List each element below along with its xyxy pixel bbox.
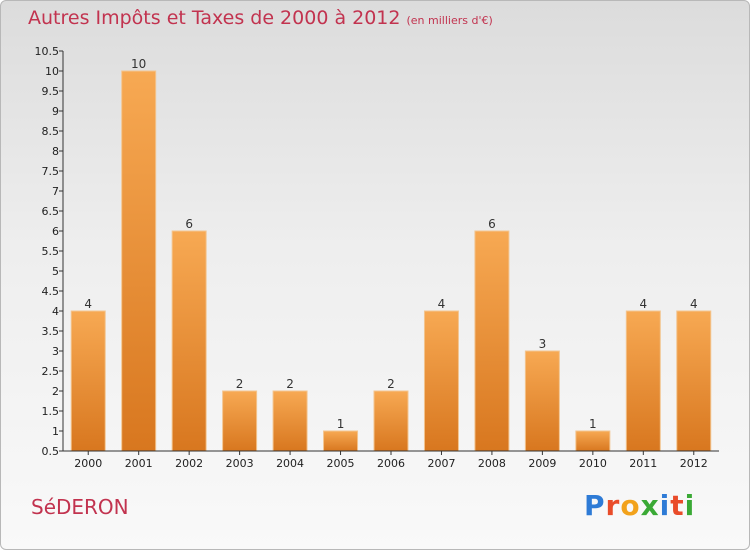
x-tick-label: 2005 <box>327 457 355 470</box>
y-tick-label: 4 <box>52 305 59 318</box>
bar-2000 <box>70 310 106 452</box>
y-tick-label: 8.5 <box>42 125 60 138</box>
x-tick-label: 2000 <box>74 457 102 470</box>
bar-2011 <box>625 310 661 452</box>
bar-2005 <box>323 430 359 452</box>
bar-value-label: 4 <box>84 297 92 311</box>
y-tick-label: 8 <box>52 145 59 158</box>
logo-letter: t <box>670 489 685 522</box>
y-tick-label: 5 <box>52 265 59 278</box>
y-tick-label: 10 <box>45 65 59 78</box>
y-tick-label: 0.5 <box>42 445 60 458</box>
logo-letter: i <box>659 489 671 522</box>
logo-letter: o <box>620 489 641 522</box>
bar-2002 <box>171 230 207 452</box>
logo-letter: P <box>584 489 606 522</box>
x-tick-label: 2009 <box>528 457 556 470</box>
bar-2010 <box>575 430 611 452</box>
logo-letter: r <box>605 489 621 522</box>
bars: 4 10 6 2 2 1 2 4 6 3 1 4 4 <box>70 57 712 452</box>
commune-name: SéDERON <box>31 495 129 519</box>
proxiti-logo: Proxiti <box>584 489 695 522</box>
y-axis: 0.5 1 1.5 2 2.5 3 3.5 4 4.5 5 5.5 6 6.5 7 7.5 8 8.5 9 9.5 1… <box>35 45 64 458</box>
y-tick-label: 3 <box>52 345 59 358</box>
bar-value-label: 2 <box>286 377 294 391</box>
bar-value-label: 1 <box>589 417 597 431</box>
x-tick-label: 2008 <box>478 457 506 470</box>
y-tick-label: 4.5 <box>42 285 60 298</box>
bar-value-label: 2 <box>236 377 244 391</box>
x-tick-label: 2012 <box>680 457 708 470</box>
bar-value-label: 3 <box>539 337 547 351</box>
title-text: Autres Impôts et Taxes de 2000 à 2012 <box>28 7 401 29</box>
x-tick-label: 2003 <box>226 457 254 470</box>
y-tick-label: 3.5 <box>42 325 60 338</box>
bar-value-label: 4 <box>438 297 446 311</box>
y-tick-label: 6 <box>52 225 59 238</box>
bar-2009 <box>524 350 560 452</box>
x-tick-label: 2010 <box>579 457 607 470</box>
x-tick-label: 2002 <box>175 457 203 470</box>
unit-note: (en milliers d'€) <box>406 14 493 27</box>
y-tick-label: 9.5 <box>42 85 60 98</box>
y-tick-label: 9 <box>52 105 59 118</box>
x-tick-label: 2001 <box>125 457 153 470</box>
bar-2003 <box>222 390 258 452</box>
x-tick-label: 2004 <box>276 457 304 470</box>
y-tick-label: 5.5 <box>42 245 60 258</box>
bar-2001 <box>121 70 157 452</box>
x-tick-label: 2006 <box>377 457 405 470</box>
x-tick-label: 2007 <box>427 457 455 470</box>
bar-2006 <box>373 390 409 452</box>
bar-value-label: 6 <box>185 217 193 231</box>
bar-2008 <box>474 230 510 452</box>
y-tick-label: 2.5 <box>42 365 60 378</box>
bar-value-label: 4 <box>639 297 647 311</box>
bar-value-label: 6 <box>488 217 496 231</box>
y-tick-label: 7 <box>52 185 59 198</box>
bar-value-label: 10 <box>131 57 146 71</box>
bar-2004 <box>272 390 308 452</box>
y-tick-label: 2 <box>52 385 59 398</box>
bar-2007 <box>423 310 459 452</box>
y-tick-label: 7.5 <box>42 165 60 178</box>
y-tick-label: 1.5 <box>42 405 60 418</box>
bar-2012 <box>676 310 712 452</box>
logo-letter: i <box>684 489 696 522</box>
x-tick-label: 2011 <box>629 457 657 470</box>
y-tick-label: 1 <box>52 425 59 438</box>
bar-value-label: 1 <box>337 417 345 431</box>
bar-value-label: 4 <box>690 297 698 311</box>
x-axis: 2000 2001 2002 2003 2004 2005 2006 2007 2008 2009… <box>63 450 719 470</box>
y-tick-label: 10.5 <box>35 45 60 58</box>
logo-letter: x <box>640 489 660 522</box>
y-tick-label: 6.5 <box>42 205 60 218</box>
chart-title: Autres Impôts et Taxes de 2000 à 2012 (en… <box>28 7 493 29</box>
bar-value-label: 2 <box>387 377 395 391</box>
